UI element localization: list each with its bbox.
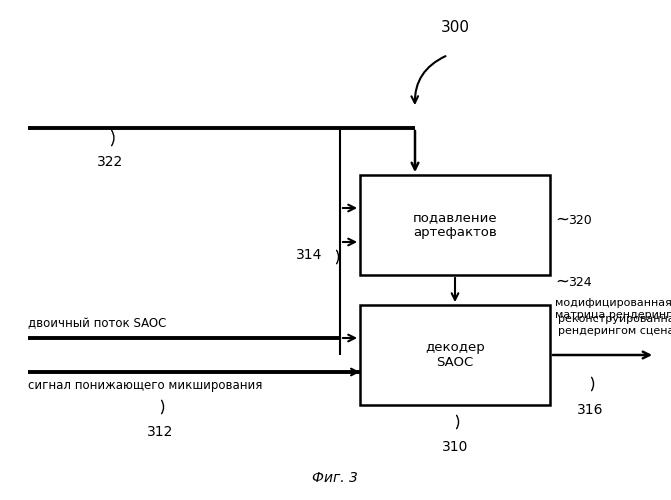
Text: подавление
артефактов: подавление артефактов: [413, 211, 497, 239]
Text: 316: 316: [577, 403, 603, 417]
Text: 300: 300: [440, 20, 470, 36]
Text: реконструированная
рендерингом сцена: реконструированная рендерингом сцена: [558, 314, 671, 336]
Text: 310: 310: [442, 440, 468, 454]
Text: 314: 314: [296, 248, 322, 262]
Bar: [360, 305, 550, 405]
Text: ~: ~: [555, 211, 569, 229]
Text: Фиг. 3: Фиг. 3: [312, 471, 358, 485]
Text: 324: 324: [568, 276, 592, 288]
Text: декодер
SAOC: декодер SAOC: [425, 341, 485, 369]
Text: двоичный поток SAOC: двоичный поток SAOC: [28, 318, 166, 330]
Text: 320: 320: [568, 214, 592, 226]
Text: модифицированная
матрица рендеринга: модифицированная матрица рендеринга: [555, 298, 671, 320]
Text: сигнал понижающего микширования: сигнал понижающего микширования: [28, 380, 262, 392]
Text: ~: ~: [555, 273, 569, 291]
Bar: [360, 175, 550, 275]
Text: 312: 312: [147, 425, 173, 439]
Text: 322: 322: [97, 155, 123, 169]
